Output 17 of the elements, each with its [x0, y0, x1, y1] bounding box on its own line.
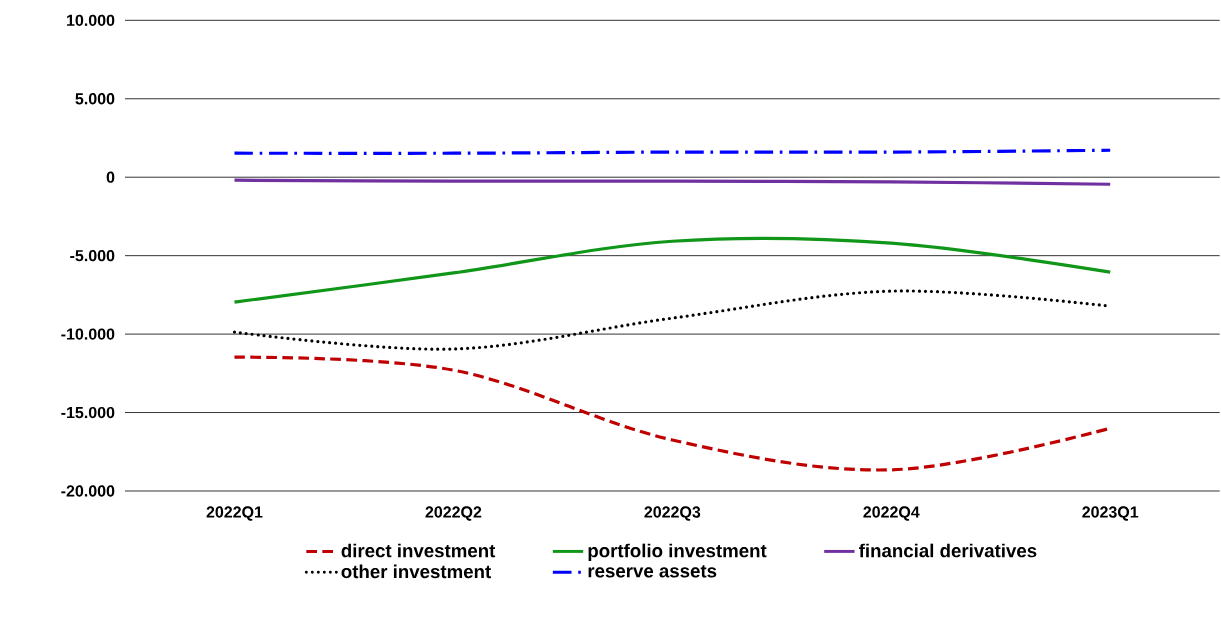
legend-label: financial derivatives — [859, 543, 1037, 558]
legend-label: reserve assets — [588, 565, 717, 578]
y-tick-label: -15.000 — [61, 406, 115, 419]
legend-label: portfolio investment — [588, 543, 767, 562]
legend-label: other investment — [341, 564, 491, 579]
y-tick-label: -10.000 — [61, 328, 115, 340]
y-tick-label: 5.000 — [75, 93, 115, 105]
x-tick-label: 2022Q3 — [644, 506, 701, 521]
legend-label: direct investment — [341, 543, 496, 558]
y-tick-label: 0 — [106, 171, 115, 183]
x-tick-label: 2022Q4 — [863, 506, 920, 521]
y-tick-label: -5.000 — [70, 250, 115, 262]
y-tick-label: 10.000 — [67, 14, 115, 26]
x-tick-label: 2022Q1 — [206, 506, 263, 521]
x-tick-label: 2022Q2 — [425, 506, 482, 521]
x-tick-label: 2023Q1 — [1082, 506, 1139, 521]
y-tick-label: -20.000 — [61, 485, 115, 497]
